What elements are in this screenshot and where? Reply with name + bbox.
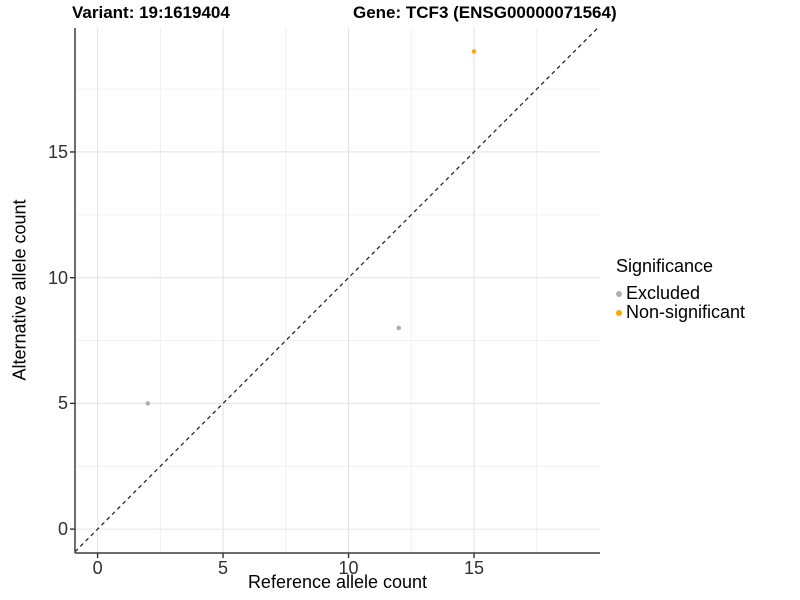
y-tick-label: 10 [47,267,68,288]
y-tick-label: 0 [57,519,68,540]
non-significant-dot-icon [616,309,622,316]
x-tick-label: 10 [338,558,359,578]
y-tick-label: 5 [57,393,68,414]
y-axis-title: Alternative allele count [9,199,30,381]
legend-entry-excluded: Excluded [616,283,745,303]
data-point-non-significant [471,49,477,54]
excluded-dot-icon [616,290,622,297]
legend-entry-non-significant: Non-significant [616,302,746,322]
identity-reference-line [74,27,599,553]
legend: Significance Excluded Non-significant [616,256,745,322]
data-point-excluded [145,401,151,406]
x-tick-label: 5 [218,558,229,578]
x-tick-label: 0 [92,558,103,578]
gene-title: Gene: TCF3 (ENSG00000071564) [353,3,617,22]
data-point-excluded [396,325,402,331]
variant-title: Variant: 19:1619404 [72,3,230,22]
legend-title: Significance [616,256,714,276]
x-axis-title: Reference allele count [247,572,428,592]
legend-entry-label: Non-significant [626,302,746,322]
x-tick-label: 15 [464,558,485,578]
y-tick-label: 15 [47,141,68,162]
legend-entry-label: Excluded [626,283,701,303]
